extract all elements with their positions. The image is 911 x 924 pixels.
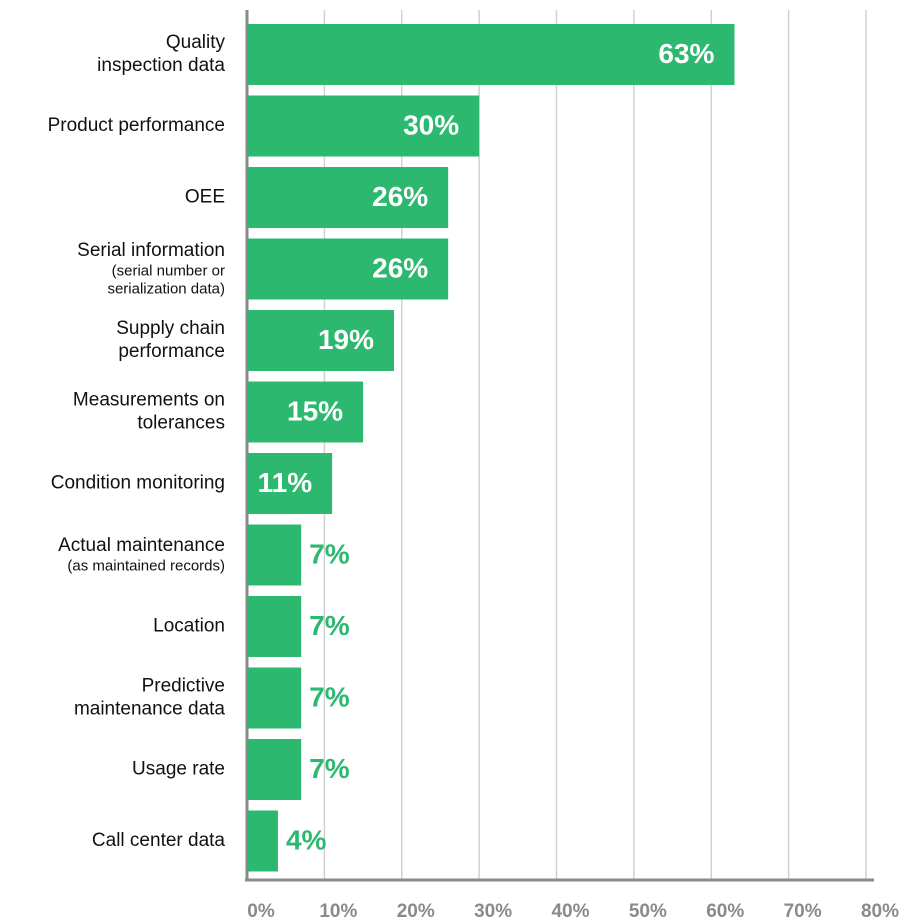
category-line: Product performance bbox=[48, 115, 225, 136]
category-line: Serial information bbox=[77, 240, 225, 261]
value-label: 26% bbox=[372, 181, 428, 212]
category-label: Actual maintenance (as maintained records… bbox=[58, 535, 225, 574]
category-note: serialization data) bbox=[107, 280, 225, 297]
bar bbox=[247, 24, 735, 85]
value-label: 63% bbox=[658, 38, 714, 69]
category-line: maintenance data bbox=[74, 699, 225, 720]
category-label: Location bbox=[153, 616, 225, 637]
bar bbox=[247, 453, 333, 514]
category-line: Measurements on bbox=[73, 390, 225, 411]
value-label: 4% bbox=[286, 824, 327, 855]
x-tick-label: 0% bbox=[247, 901, 275, 922]
value-label: 7% bbox=[309, 681, 350, 712]
category-line: performance bbox=[118, 341, 225, 362]
category-label: Serial information (serial number or seria… bbox=[77, 240, 225, 297]
category-line: Predictive bbox=[142, 676, 225, 697]
category-line: Call center data bbox=[92, 830, 226, 851]
x-tick-label: 30% bbox=[474, 901, 512, 922]
value-label: 7% bbox=[309, 753, 350, 784]
bar bbox=[247, 95, 480, 157]
value-label: 30% bbox=[403, 109, 459, 140]
value-label: 15% bbox=[287, 395, 343, 426]
bar bbox=[247, 238, 449, 300]
bar bbox=[247, 739, 302, 800]
x-tick-label: 50% bbox=[629, 901, 667, 922]
bar bbox=[247, 310, 395, 371]
category-label: Supply chain performance bbox=[116, 318, 225, 362]
category-line: Supply chain bbox=[116, 318, 225, 339]
category-label: Measurements on tolerances bbox=[73, 390, 225, 434]
bar bbox=[247, 667, 302, 729]
category-line: Condition monitoring bbox=[51, 473, 225, 494]
category-note: (serial number or bbox=[112, 262, 225, 279]
x-tick-label: 70% bbox=[784, 901, 822, 922]
category-label: Usage rate bbox=[132, 759, 225, 780]
value-label: 26% bbox=[372, 252, 428, 283]
value-label: 19% bbox=[318, 324, 374, 355]
category-label: Condition monitoring bbox=[51, 473, 225, 494]
category-label: Product performance bbox=[48, 115, 225, 136]
x-tick-label: 40% bbox=[551, 901, 589, 922]
bar bbox=[247, 596, 302, 657]
category-label: OEE bbox=[185, 187, 225, 208]
category-note: (as maintained records) bbox=[67, 557, 225, 574]
x-tick-label: 80% bbox=[861, 901, 899, 922]
x-tick-label: 20% bbox=[397, 901, 435, 922]
value-label: 7% bbox=[309, 538, 350, 569]
category-line: Usage rate bbox=[132, 759, 225, 780]
category-line: OEE bbox=[185, 187, 225, 208]
x-tick-label: 10% bbox=[319, 901, 357, 922]
bar bbox=[247, 167, 449, 228]
bar bbox=[247, 810, 278, 872]
category-line: inspection data bbox=[97, 55, 225, 76]
category-line: tolerances bbox=[137, 413, 225, 434]
category-line: Location bbox=[153, 616, 225, 637]
category-label: Predictive maintenance data bbox=[74, 676, 225, 720]
category-label: Call center data bbox=[92, 830, 226, 851]
category-line: Actual maintenance bbox=[58, 535, 225, 556]
bar bbox=[247, 381, 364, 443]
bar bbox=[247, 524, 302, 586]
category-label: Quality inspection data bbox=[97, 32, 225, 76]
value-label: 11% bbox=[258, 467, 313, 498]
category-line: Quality bbox=[166, 32, 226, 53]
x-tick-label: 60% bbox=[706, 901, 744, 922]
value-label: 7% bbox=[309, 610, 350, 641]
